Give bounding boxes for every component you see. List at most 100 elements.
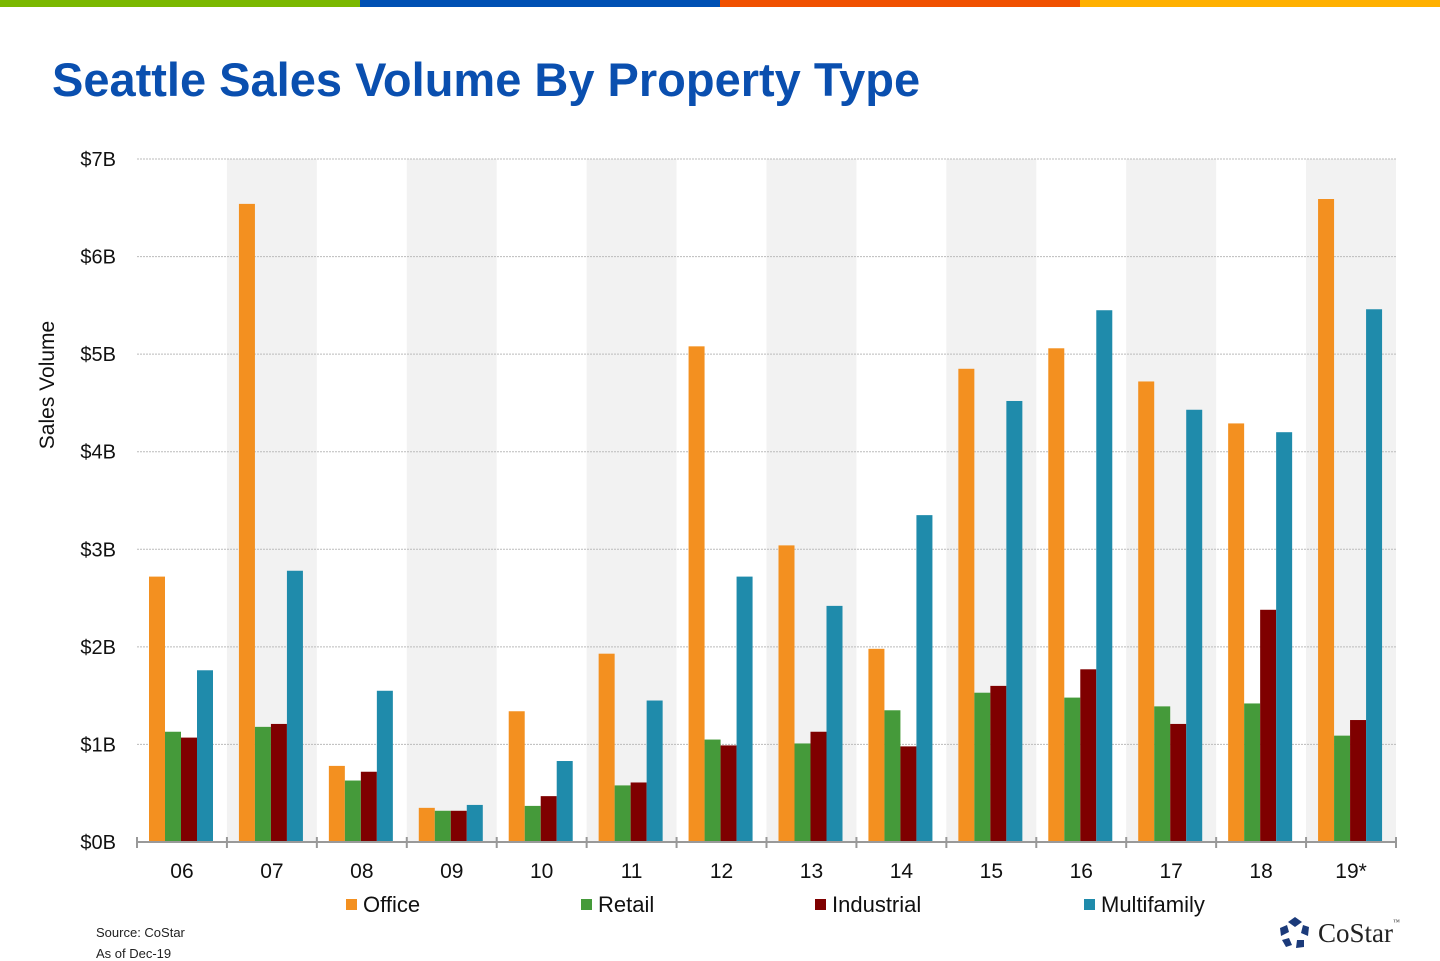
bar-retail bbox=[1064, 697, 1081, 842]
bar-office bbox=[1318, 199, 1335, 843]
bar-industrial bbox=[720, 745, 737, 842]
x-tick-label: 14 bbox=[890, 860, 914, 883]
logo-wordmark: CoStar bbox=[1318, 917, 1394, 948]
bar-office bbox=[149, 576, 165, 842]
bar-industrial bbox=[1350, 720, 1367, 842]
bar-multifamily bbox=[1366, 309, 1383, 842]
x-tick-label: 11 bbox=[621, 860, 643, 883]
x-tick-label: 09 bbox=[440, 860, 463, 883]
chart-title: Seattle Sales Volume By Property Type bbox=[52, 53, 921, 106]
bar-industrial bbox=[1260, 609, 1277, 842]
bar-industrial bbox=[181, 737, 197, 842]
bar-multifamily bbox=[1186, 409, 1203, 842]
costar-logo: CoStar™ bbox=[1278, 916, 1400, 950]
bar-retail bbox=[434, 810, 451, 842]
bar-office bbox=[688, 346, 705, 842]
bar-multifamily bbox=[376, 690, 393, 842]
y-tick-label: $0B bbox=[80, 832, 116, 854]
y-tick-label: $3B bbox=[80, 539, 116, 561]
bar-industrial bbox=[1170, 723, 1187, 842]
bar-retail bbox=[884, 710, 901, 842]
stripe-green bbox=[0, 0, 360, 7]
logo-tm: ™ bbox=[1393, 917, 1400, 926]
legend-swatch-retail bbox=[581, 899, 592, 910]
legend-label-office: Office bbox=[363, 892, 420, 917]
x-tick-label: 06 bbox=[170, 860, 193, 883]
legend-swatch-multifamily bbox=[1084, 899, 1095, 910]
x-tick-label: 15 bbox=[980, 860, 1003, 883]
x-tick-label: 18 bbox=[1249, 860, 1272, 883]
y-tick-label: $7B bbox=[80, 149, 116, 171]
bar-retail bbox=[704, 739, 721, 842]
bar-office bbox=[868, 648, 885, 842]
stripe-yellow bbox=[1080, 0, 1440, 7]
bar-multifamily bbox=[916, 515, 933, 842]
bar-retail bbox=[524, 805, 541, 842]
y-tick-label: $5B bbox=[80, 344, 116, 366]
y-tick-label: $4B bbox=[80, 442, 116, 464]
bar-multifamily bbox=[1276, 432, 1293, 842]
legend-label-retail: Retail bbox=[598, 892, 654, 917]
bar-retail bbox=[344, 780, 361, 842]
bar-retail bbox=[614, 785, 631, 842]
bar-multifamily bbox=[197, 670, 213, 842]
bar-multifamily bbox=[646, 700, 663, 842]
x-tick-label: 17 bbox=[1159, 860, 1182, 883]
source-note: Source: CoStar bbox=[96, 925, 185, 940]
y-tick-label: $1B bbox=[80, 734, 116, 756]
bar-retail bbox=[1154, 706, 1171, 842]
legend-swatch-industrial bbox=[815, 899, 826, 910]
bar-multifamily bbox=[736, 576, 753, 842]
x-tick-label: 13 bbox=[800, 860, 823, 883]
as-of-note: As of Dec-19 bbox=[96, 946, 172, 961]
x-tick-label: 12 bbox=[710, 860, 733, 883]
bar-multifamily bbox=[1006, 400, 1023, 842]
bar-industrial bbox=[810, 731, 827, 842]
bar-multifamily bbox=[466, 804, 483, 842]
logo-text: CoStar™ bbox=[1318, 918, 1400, 949]
bar-office bbox=[1048, 348, 1065, 842]
bar-industrial bbox=[270, 723, 287, 842]
bar-industrial bbox=[1080, 669, 1097, 842]
x-tick-label: 07 bbox=[260, 860, 283, 883]
x-tick-label: 10 bbox=[530, 860, 553, 883]
costar-star-icon bbox=[1280, 917, 1309, 948]
category-band bbox=[406, 159, 497, 842]
bar-retail bbox=[254, 726, 271, 842]
bar-retail bbox=[165, 731, 181, 842]
bar-office bbox=[778, 545, 795, 842]
legend-label-multifamily: Multifamily bbox=[1101, 892, 1205, 917]
bar-industrial bbox=[900, 746, 917, 842]
bar-retail bbox=[974, 692, 991, 842]
bar-industrial bbox=[450, 810, 467, 842]
bar-multifamily bbox=[556, 761, 573, 842]
bar-industrial bbox=[540, 796, 557, 842]
legend-swatch-office bbox=[346, 899, 357, 910]
x-tick-label: 19* bbox=[1335, 860, 1367, 883]
bar-retail bbox=[1244, 703, 1261, 842]
bar-office bbox=[328, 765, 345, 842]
y-tick-label: $2B bbox=[80, 637, 116, 659]
stripe-blue bbox=[360, 0, 720, 7]
y-tick-label: $6B bbox=[80, 247, 116, 269]
y-axis-label: Sales Volume bbox=[36, 321, 59, 449]
x-tick-label: 16 bbox=[1070, 860, 1093, 883]
bar-retail bbox=[1334, 735, 1351, 842]
bar-office bbox=[958, 368, 975, 842]
bar-office bbox=[598, 653, 615, 842]
bar-multifamily bbox=[1096, 310, 1113, 842]
stripe-orange bbox=[720, 0, 1080, 7]
bar-office bbox=[1228, 423, 1245, 842]
legend-label-industrial: Industrial bbox=[832, 892, 921, 917]
x-tick-label: 08 bbox=[350, 860, 373, 883]
bar-office bbox=[1138, 381, 1155, 842]
bar-multifamily bbox=[826, 605, 843, 842]
bar-industrial bbox=[990, 685, 1007, 842]
bar-multifamily bbox=[286, 570, 303, 842]
bar-office bbox=[508, 711, 525, 842]
bar-office bbox=[238, 203, 255, 842]
bar-industrial bbox=[360, 771, 377, 842]
bar-retail bbox=[794, 743, 811, 842]
bar-industrial bbox=[630, 782, 647, 842]
